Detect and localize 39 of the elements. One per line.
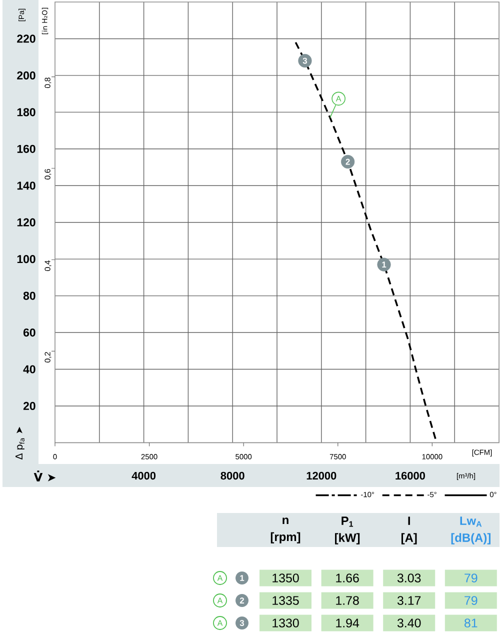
y-tick-label: 40 bbox=[23, 365, 36, 374]
y-tick-label: 200 bbox=[17, 71, 36, 80]
data-label: 1.66 bbox=[336, 574, 359, 582]
x-tick-label: 12000 bbox=[306, 472, 336, 480]
category-label: 1 bbox=[240, 575, 244, 581]
text: P$_{1}$ [kW] bbox=[335, 516, 360, 544]
y-tick-label: 60 bbox=[23, 328, 36, 337]
data-label: 79 bbox=[464, 596, 478, 605]
text: I [A] bbox=[401, 516, 417, 544]
category-label: 2 bbox=[240, 598, 244, 604]
data-label: 81 bbox=[464, 618, 478, 628]
x-tick-label: 8000 bbox=[220, 472, 244, 480]
text: Δ p$_{fa}$ ➤ bbox=[16, 426, 24, 460]
x-tick-label: 4000 bbox=[132, 472, 156, 480]
annotation: 2 bbox=[346, 158, 350, 165]
y-tick-label: 120 bbox=[17, 218, 36, 226]
y-tick-label: 220 bbox=[17, 34, 36, 43]
text: V̇ ➤ bbox=[34, 470, 56, 482]
y-tick-label: 160 bbox=[17, 144, 36, 153]
y-tick-label: 80 bbox=[23, 292, 36, 300]
data-label: 1.94 bbox=[336, 618, 360, 628]
y-tick-label: 140 bbox=[17, 182, 36, 190]
x-tick-label: 16000 bbox=[396, 472, 425, 480]
category-label: 3 bbox=[240, 620, 244, 626]
data-label: 1350 bbox=[272, 574, 299, 582]
y-tick-label: 20 bbox=[23, 402, 36, 410]
y-tick-label: 180 bbox=[17, 108, 36, 116]
data-label: 1.78 bbox=[336, 596, 359, 605]
data-label: 3.40 bbox=[397, 618, 421, 628]
data-label: 3.17 bbox=[397, 596, 421, 605]
data-label: 1335 bbox=[272, 596, 299, 605]
annotation: 1 bbox=[382, 262, 386, 268]
text: Lw$_{A}$ [dB(A)] bbox=[451, 516, 490, 544]
data-label: 79 bbox=[464, 574, 478, 582]
y-tick-label: 100 bbox=[17, 255, 36, 264]
text: n [rpm] bbox=[270, 518, 300, 544]
annotation: 3 bbox=[302, 58, 308, 64]
data-label: 1330 bbox=[272, 618, 299, 628]
data-label: 3.03 bbox=[397, 574, 421, 582]
